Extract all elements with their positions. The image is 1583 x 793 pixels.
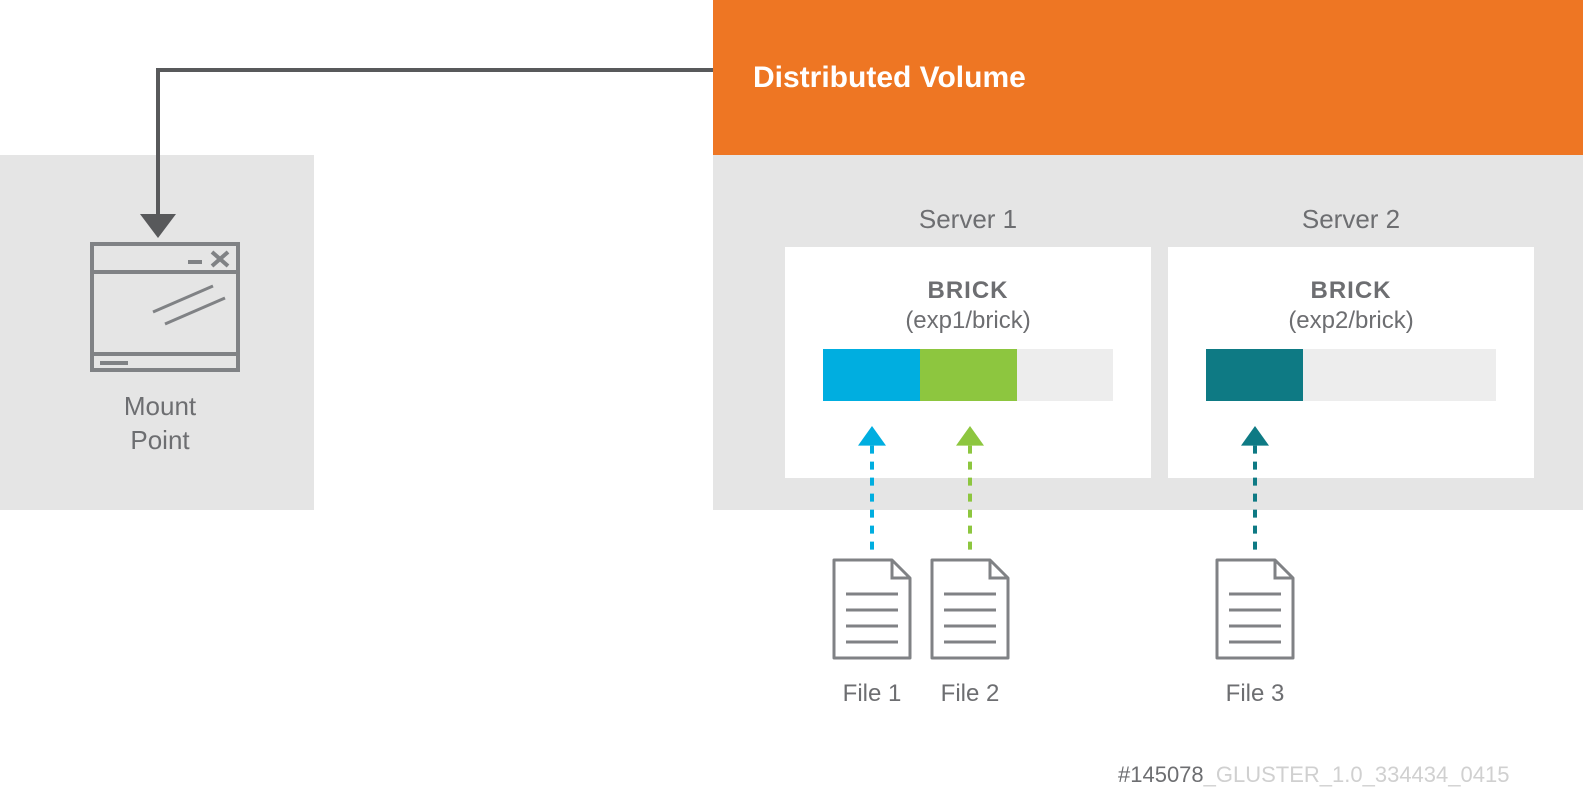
volume-title-text: Distributed Volume xyxy=(753,61,1026,95)
file-icon xyxy=(930,558,1010,660)
file-arrow xyxy=(940,426,1000,571)
mount-label: MountPoint xyxy=(60,390,260,458)
brick-subtitle: (exp1/brick) xyxy=(785,307,1151,335)
brick-bar xyxy=(823,349,1113,401)
file-icon xyxy=(832,558,912,660)
file-arrow xyxy=(1225,426,1285,571)
brick-segment xyxy=(823,349,920,401)
volume-title: Distributed Volume xyxy=(713,0,1583,155)
file-arrow xyxy=(842,426,902,571)
file-label: File 1 xyxy=(822,680,922,708)
footer-code: #145078_GLUSTER_1.0_334434_0415 xyxy=(1118,762,1509,788)
file-label: File 2 xyxy=(920,680,1020,708)
brick-title: BRICK xyxy=(785,277,1151,305)
brick-bar xyxy=(1206,349,1496,401)
brick-segment xyxy=(1206,349,1303,401)
brick-subtitle: (exp2/brick) xyxy=(1168,307,1534,335)
brick-title: BRICK xyxy=(1168,277,1534,305)
server-label: Server 1 xyxy=(785,192,1151,247)
server-label: Server 2 xyxy=(1168,192,1534,247)
mount-window-icon xyxy=(90,242,240,372)
file-icon xyxy=(1215,558,1295,660)
file-label: File 3 xyxy=(1205,680,1305,708)
brick-segment xyxy=(920,349,1017,401)
server-box: Server 2 BRICK(exp2/brick) xyxy=(1166,190,1536,480)
